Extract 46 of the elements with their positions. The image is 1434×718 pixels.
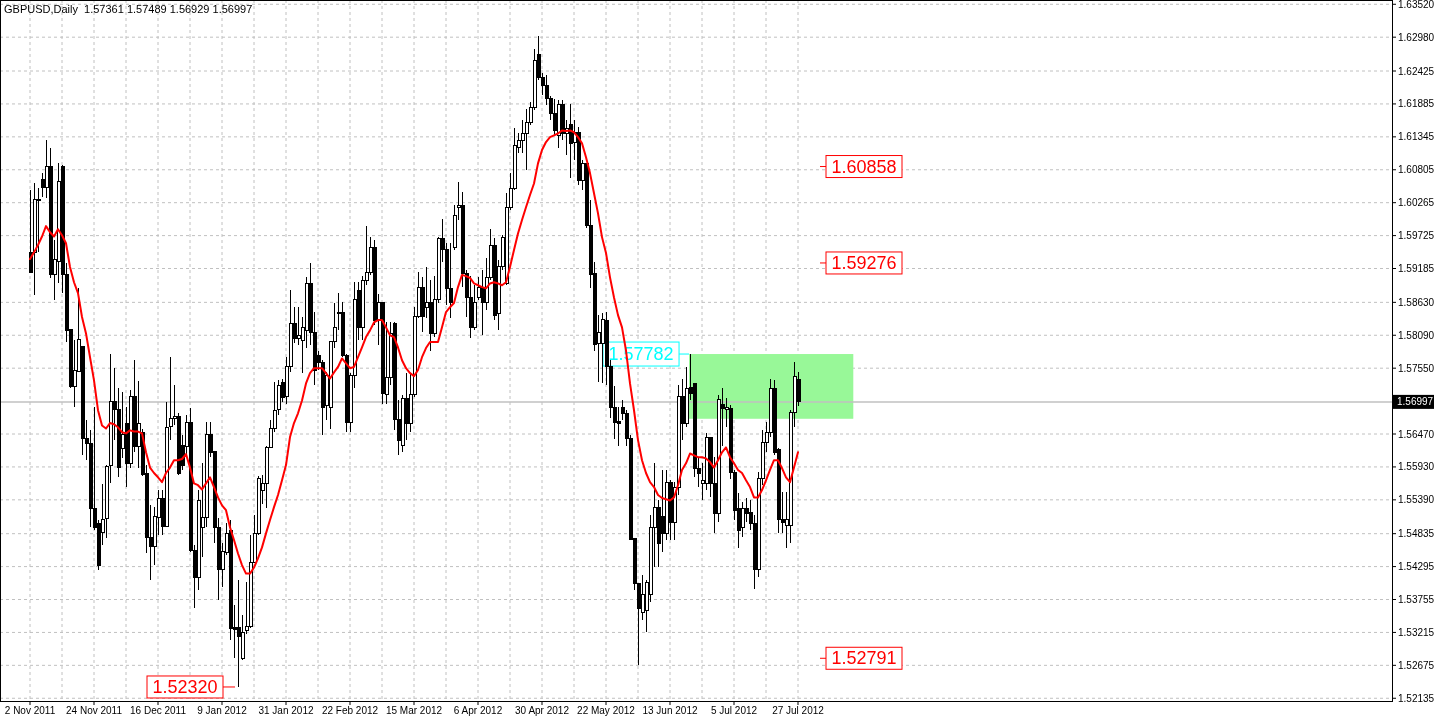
- x-tick-label: 15 Mar 2012: [385, 705, 443, 716]
- candlestick: [296, 306, 301, 346]
- y-tick-label: 1.55930: [1398, 461, 1434, 473]
- y-tick-label: 1.63520: [1398, 0, 1434, 10]
- ref-line-label: 1.52791: [831, 648, 897, 669]
- ref-line-label: 1.56997: [1397, 396, 1434, 408]
- y-tick-label: 1.54835: [1398, 528, 1434, 540]
- y-tick-label: 1.59185: [1398, 263, 1434, 275]
- x-tick-label: 22 May 2012: [577, 705, 636, 716]
- y-tick-label: 1.60805: [1398, 164, 1434, 176]
- candlestick: [552, 98, 557, 136]
- y-tick-label: 1.52675: [1398, 659, 1434, 671]
- y-tick-label: 1.55390: [1398, 494, 1434, 506]
- x-tick-label: 5 Jul 2012: [710, 705, 758, 716]
- x-tick-label: 16 Dec 2011: [130, 705, 187, 716]
- y-tick-label: 1.58630: [1398, 296, 1434, 308]
- x-tick-label: 22 Feb 2012: [321, 705, 379, 716]
- x-tick-label: 24 Nov 2011: [66, 705, 123, 716]
- candlestick: [568, 103, 573, 179]
- y-tick-label: 1.62980: [1398, 31, 1434, 43]
- x-tick-label: 27 Jul 2012: [772, 705, 825, 716]
- y-tick-label: 1.54295: [1398, 561, 1434, 573]
- y-tick-label: 1.57550: [1398, 362, 1434, 374]
- y-tick-label: 1.56470: [1398, 428, 1434, 440]
- x-tick-label: 2 Nov 2011: [4, 705, 56, 716]
- ref-line-label: 1.60858: [831, 156, 897, 177]
- x-tick-label: 9 Jan 2012: [197, 705, 248, 716]
- y-tick-label: 1.61345: [1398, 131, 1434, 143]
- y-tick-label: 1.61885: [1398, 98, 1434, 110]
- candlestick: [480, 269, 485, 336]
- y-tick-label: 1.53215: [1398, 626, 1434, 638]
- candlestick: [36, 187, 41, 253]
- ref-line-label: 1.59276: [831, 252, 897, 273]
- x-tick-label: 31 Jan 2012: [258, 705, 314, 716]
- y-tick-label: 1.60265: [1398, 197, 1434, 209]
- x-tick-label: 13 Jun 2012: [642, 705, 698, 716]
- y-tick-label: 1.58090: [1398, 329, 1434, 341]
- candlestick: [740, 501, 745, 538]
- y-tick-label: 1.59725: [1398, 230, 1434, 242]
- y-tick-label: 1.53755: [1398, 594, 1434, 606]
- ref-line-label: 1.52320: [152, 676, 218, 697]
- x-tick-label: 30 Apr 2012: [515, 705, 570, 716]
- y-tick-label: 1.62425: [1398, 65, 1434, 77]
- y-tick-label: 1.52135: [1398, 692, 1434, 704]
- chart-title: GBPUSD,Daily 1.57361 1.57489 1.56929 1.56997: [4, 3, 253, 15]
- x-tick-label: 6 Apr 2012: [453, 705, 503, 716]
